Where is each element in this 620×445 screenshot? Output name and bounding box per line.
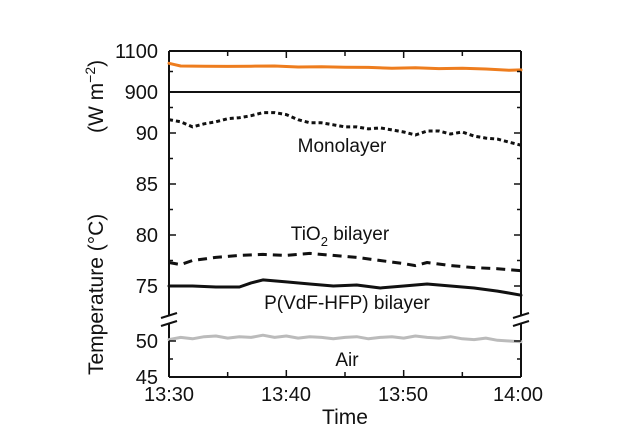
series-line-tio2-bilayer <box>168 251 522 273</box>
y-axis-title-temperature: Temperature (°C) <box>85 214 108 375</box>
x-tick-label-1340: 13:40 <box>261 384 311 406</box>
series-label-pvdf-hfp-bilayer: P(VdF-HFP) bilayer <box>264 293 430 314</box>
y-tick-label-75: 75 <box>136 276 158 298</box>
plot-frame <box>160 50 530 378</box>
x-axis-title: Time <box>322 406 368 429</box>
series-label-tio2-bilayer: TiO2 bilayer <box>291 224 390 249</box>
y-axis-title-irradiance-sup: −2 <box>82 67 98 83</box>
series-label-tio2-sub: 2 <box>321 234 328 249</box>
axis-break-right-2 <box>512 320 530 327</box>
series-line-solar-irradiance <box>167 61 523 72</box>
ticks-layer <box>168 50 522 377</box>
axis-break-left-2 <box>160 320 178 327</box>
axis-break-left-1 <box>160 312 178 319</box>
x-tick-label-1330: 13:30 <box>144 384 194 406</box>
series-label-air: Air <box>335 350 359 371</box>
y-tick-label-50: 50 <box>136 331 158 353</box>
y-axis-title-irradiance: (W m−2) <box>82 60 108 133</box>
y-tick-label-900: 900 <box>125 82 158 104</box>
y-tick-label-1100: 1100 <box>115 41 158 63</box>
series-label-tio2-rest: bilayer <box>328 224 390 245</box>
y-tick-label-80: 80 <box>136 225 158 247</box>
y-axis-title-irradiance-main: (W m <box>85 83 108 133</box>
axis-break-right-1 <box>512 312 530 319</box>
y-tick-label-90: 90 <box>136 123 158 145</box>
series-label-tio2-main: TiO <box>291 224 321 245</box>
series-label-monolayer: Monolayer <box>298 136 387 157</box>
series-line-air <box>167 333 523 344</box>
series-layer <box>167 61 523 344</box>
x-tick-label-1400: 14:00 <box>493 384 543 406</box>
y-axis-title-irradiance-close: ) <box>85 60 108 67</box>
x-tick-label-1350: 13:50 <box>378 384 428 406</box>
series-line-p-vdf-hfp-bilayer <box>167 278 523 297</box>
y-tick-label-85: 85 <box>136 174 158 196</box>
y-tick-label-45: 45 <box>136 367 158 389</box>
